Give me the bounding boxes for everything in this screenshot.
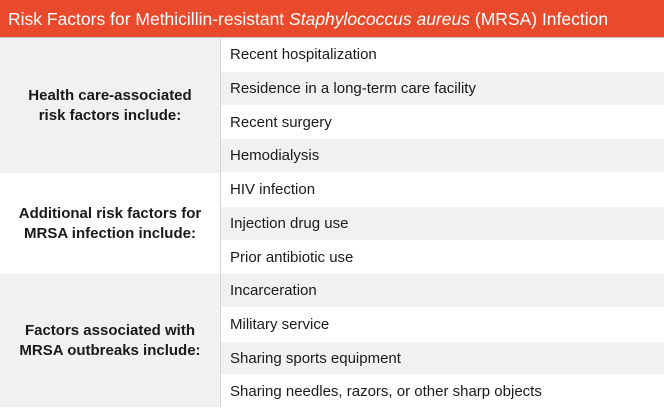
table-row: Prior antibiotic use [221,240,664,275]
group-additional-risk-factors: Additional risk factors for MRSA infecti… [0,173,664,275]
table-row: Recent hospitalization [221,38,664,72]
table-row: Military service [221,307,664,342]
table-title-italic: Staphylococcus aureus [289,9,470,29]
table-row: Sharing needles, razors, or other sharp … [221,375,664,409]
table-title: Risk Factors for Methicillin-resistant S… [0,0,664,38]
group-rows: HIV infection Injection drug use Prior a… [221,173,664,275]
table-row: Residence in a long-term care facility [221,71,664,106]
table-row: Sharing sports equipment [221,341,664,376]
table-row: HIV infection [221,173,664,207]
table-row: Incarceration [221,274,664,308]
group-rows: Incarceration Military service Sharing s… [221,274,664,409]
group-health-care-associated: Health care-associated risk factors incl… [0,38,664,174]
group-label: Additional risk factors for MRSA infecti… [0,173,221,274]
table-row: Recent surgery [221,105,664,140]
table-title-suffix: (MRSA) Infection [470,9,609,29]
table-title-prefix: Risk Factors for Methicillin-resistant [8,9,290,29]
table-row: Hemodialysis [221,139,664,174]
group-label-text: Additional risk factors for MRSA infecti… [18,204,202,242]
group-rows: Recent hospitalization Residence in a lo… [221,38,664,174]
group-label: Factors associated with MRSA outbreaks i… [0,274,221,407]
group-label: Health care-associated risk factors incl… [0,38,221,173]
group-outbreak-factors: Factors associated with MRSA outbreaks i… [0,274,664,409]
group-label-text: Factors associated with MRSA outbreaks i… [19,321,201,359]
table-row: Injection drug use [221,206,664,241]
group-label-text: Health care-associated risk factors incl… [28,86,192,124]
